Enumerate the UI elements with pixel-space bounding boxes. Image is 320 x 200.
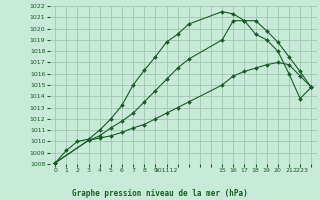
Text: Graphe pression niveau de la mer (hPa): Graphe pression niveau de la mer (hPa) bbox=[72, 189, 248, 198]
